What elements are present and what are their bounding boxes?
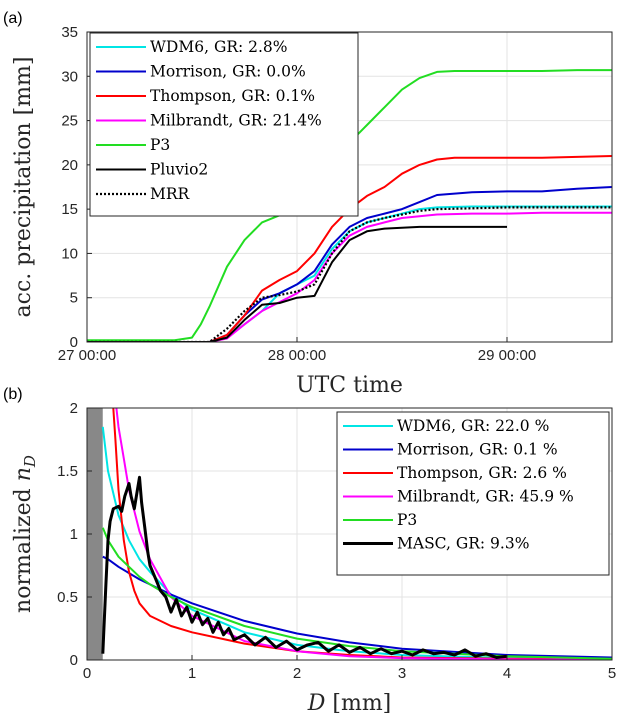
legend-entry-1: WDM6, GR: 22.0 % [397, 417, 549, 435]
legend-entry-3: Thompson, GR: 0.1% [150, 87, 315, 105]
legend-entry-7: MRR [150, 185, 191, 203]
x-axis-label: D [mm] [307, 691, 392, 716]
y-tick-label: 5 [70, 290, 78, 307]
x-tick-label: 29 00:00 [478, 347, 536, 364]
x-tick-label: 27 00:00 [58, 347, 116, 364]
chart-panel-1: 27 00:00 28 00:00 29 00:00 0 5 10 15 20 25 30 35 (a… [3, 10, 613, 398]
x-axis-label: UTC time [296, 373, 403, 398]
y-tick-label: 1.5 [57, 463, 78, 480]
series-line-2 [102, 555, 612, 659]
y-tick-label: 0 [70, 334, 78, 351]
y-tick-label: 35 [61, 24, 78, 41]
x-tick-label: 5 [608, 665, 616, 682]
legend: WDM6, GR: 22.0 % Morrison, GR: 0.1 % Thomp… [336, 411, 610, 576]
legend: WDM6, GR: 2.8% Morrison, GR: 0.0% Thompson… [89, 32, 359, 217]
legend-box [89, 32, 359, 217]
series-line-4 [115, 408, 612, 660]
y-tick-label: 1 [70, 526, 78, 543]
x-tick-label: 0 [83, 665, 91, 682]
y-tick-label: 0.5 [57, 589, 78, 606]
y-tick-label: 10 [61, 245, 78, 262]
y-tick-label: 25 [61, 113, 78, 130]
series-group [101, 408, 612, 660]
legend-entry-4: Milbrandt, GR: 21.4% [150, 112, 322, 130]
y-tick-label: 30 [61, 68, 78, 85]
legend-entry-5: P3 [397, 511, 417, 529]
axes-box [86, 31, 613, 343]
series-line-6 [101, 475, 508, 659]
y-tick-label: 15 [61, 201, 78, 218]
panel-label: (a) [3, 10, 23, 27]
legend-entry-5: P3 [150, 136, 170, 154]
series-line-5 [101, 527, 612, 660]
y-tick-label: 2 [70, 400, 78, 417]
y-tick-label: 20 [61, 157, 78, 174]
x-tick-label: 2 [293, 665, 301, 682]
series-line-6 [87, 225, 507, 342]
x-tick-label: 28 00:00 [268, 347, 326, 364]
legend-entry-1: WDM6, GR: 2.8% [150, 38, 288, 56]
legend-entry-4: Milbrandt, GR: 45.9 % [397, 488, 574, 506]
legend-box [336, 411, 610, 576]
x-tick-label: 4 [503, 665, 511, 682]
legend-entry-6: MASC, GR: 9.3% [397, 535, 529, 553]
y-axis-label: normalized nD [11, 455, 39, 613]
panel-label: (b) [3, 386, 23, 403]
legend-entry-6: Pluvio2 [150, 161, 208, 179]
legend-entry-2: Morrison, GR: 0.0% [150, 63, 306, 81]
x-tick-label: 1 [188, 665, 196, 682]
series-line-4 [87, 211, 612, 342]
y-tick-label: 0 [70, 652, 78, 669]
legend-entry-3: Thompson, GR: 2.6 % [397, 464, 567, 482]
x-tick-label: 3 [398, 665, 406, 682]
series-line-7 [87, 206, 612, 342]
y-axis-label: acc. precipitation [mm] [11, 57, 36, 318]
legend-entry-2: Morrison, GR: 0.1 % [397, 441, 558, 459]
chart-panel-2: 0 1 2 3 4 5 0 0.5 1 1.5 2 (b) D [mm] normalized nD WDM… [3, 386, 616, 716]
